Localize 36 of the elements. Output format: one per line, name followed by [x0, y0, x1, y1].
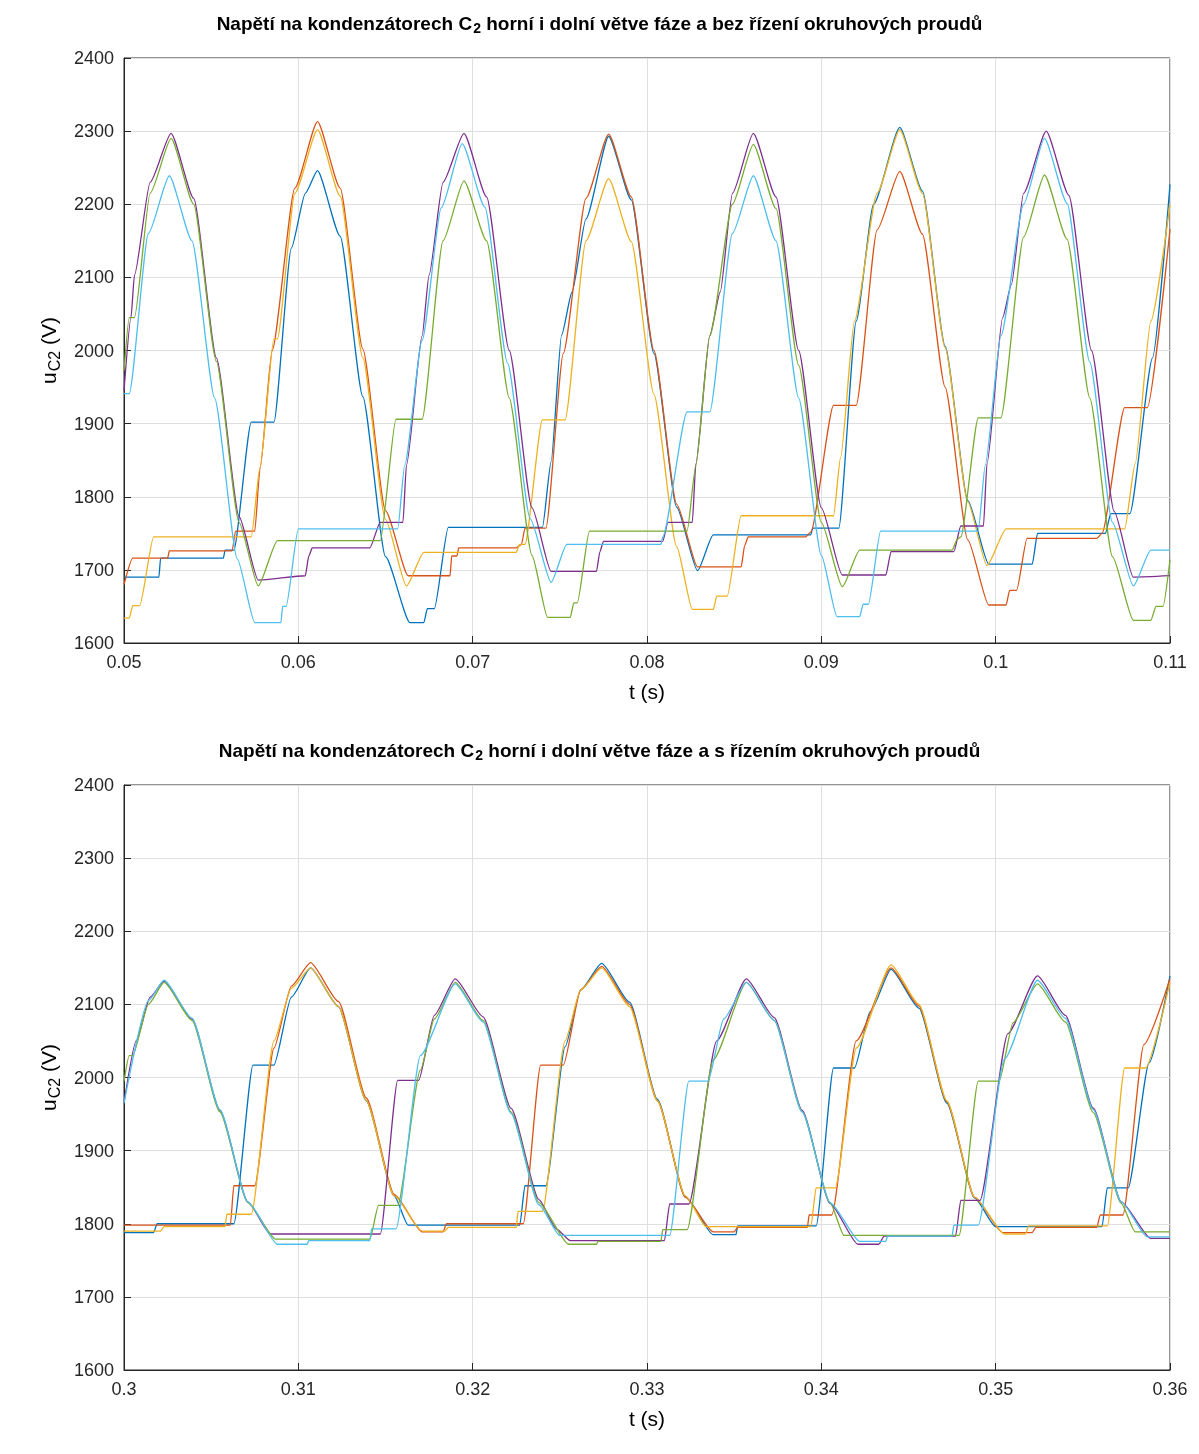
y-tick-label: 2000 [73, 1067, 114, 1088]
y-tick-label: 2400 [73, 48, 114, 68]
y-tick-label: 1700 [73, 559, 114, 580]
y-tick-label: 2200 [73, 921, 114, 942]
y-tick-label: 1600 [73, 633, 114, 653]
x-tick-label: 0.35 [978, 1379, 1014, 1399]
y-tick-label: 2100 [73, 994, 114, 1015]
y-tick-label: 1900 [73, 413, 114, 434]
x-tick-label: 0.34 [803, 1379, 839, 1399]
y-tick-label: 2200 [73, 194, 114, 215]
y-tick-label: 2400 [73, 775, 114, 795]
x-tick-label: 0.11 [1153, 652, 1187, 672]
x-tick-label: 0.06 [280, 652, 316, 672]
y-tick-label: 1600 [73, 1360, 114, 1380]
x-tick-label: 0.05 [106, 652, 142, 672]
x-tick-label: 0.36 [1152, 1379, 1188, 1399]
x-axis-title: t (s) [628, 1407, 666, 1430]
y-tick-label: 1800 [73, 1213, 114, 1234]
x-axis-title: t (s) [628, 680, 666, 703]
x-tick-label: 0.3 [111, 1379, 137, 1399]
x-tick-label: 0.33 [629, 1379, 665, 1399]
x-tick-label: 0.32 [455, 1379, 491, 1399]
y-tick-label: 2300 [73, 848, 114, 869]
y-tick-label: 2100 [73, 267, 114, 288]
y-tick-label: 1900 [73, 1140, 114, 1161]
y-axis-title: uC2 (V) [36, 1044, 63, 1111]
x-tick-label: 0.31 [280, 1379, 316, 1399]
x-tick-label: 0.07 [455, 652, 491, 672]
x-tick-label: 0.09 [803, 652, 839, 672]
y-tick-label: 2000 [73, 340, 114, 361]
x-tick-label: 0.08 [629, 652, 665, 672]
y-axis-title: uC2 (V) [36, 317, 63, 384]
y-tick-label: 1700 [73, 1286, 114, 1307]
y-tick-label: 1800 [73, 486, 114, 507]
x-tick-label: 0.1 [983, 652, 1009, 672]
y-tick-label: 2300 [73, 121, 114, 142]
